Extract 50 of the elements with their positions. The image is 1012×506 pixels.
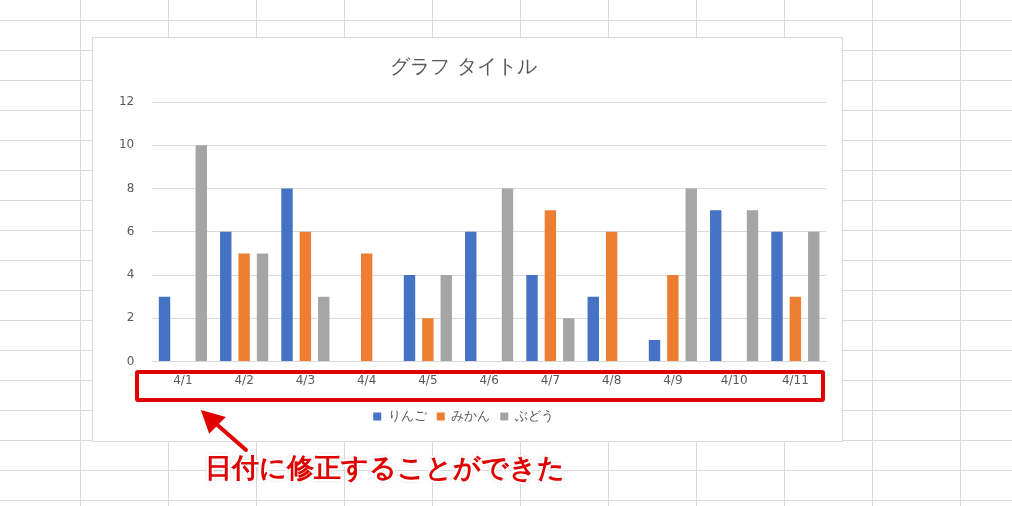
y-tick-label: 2 [126, 310, 135, 325]
legend-label: ぶどう [514, 407, 554, 423]
bar [587, 296, 599, 362]
bar [281, 188, 293, 362]
bar [526, 275, 538, 362]
x-tick-label: 4/2 [234, 372, 254, 387]
bar [158, 296, 171, 362]
bar [808, 231, 820, 362]
x-tick-label: 4/1 [173, 372, 193, 387]
x-tick-label: 4/6 [479, 372, 499, 387]
x-tick-label: 4/11 [781, 372, 809, 387]
legend-label: りんご [387, 407, 428, 423]
bar [195, 145, 207, 362]
bar [710, 210, 722, 362]
x-tick-label: 4/8 [601, 372, 622, 387]
bar [563, 318, 575, 362]
x-tick-label: 4/7 [540, 372, 561, 387]
bar [360, 253, 373, 362]
x-tick-label: 4/3 [295, 372, 316, 387]
bar [318, 296, 330, 362]
bar [685, 188, 697, 362]
x-tick-label: 4/9 [663, 372, 683, 387]
y-tick-label: 6 [126, 223, 135, 238]
bar [605, 231, 618, 362]
bar [440, 275, 452, 362]
x-tick-label: 4/5 [418, 372, 438, 387]
y-tick-label: 8 [126, 180, 135, 195]
bar [648, 339, 661, 362]
y-tick-label: 12 [118, 94, 135, 109]
x-tick-label: 4/10 [720, 372, 748, 387]
bar [501, 188, 514, 362]
y-tick-label: 0 [126, 353, 135, 368]
bar [465, 231, 477, 362]
x-tick-label: 4/4 [356, 372, 377, 387]
bar [403, 275, 416, 362]
bar [299, 231, 312, 362]
y-tick-label: 4 [126, 267, 135, 282]
bar [544, 210, 557, 362]
bar [256, 253, 269, 362]
text: 日付に修正することができた [205, 451, 565, 485]
bar [746, 210, 759, 362]
legend-label: みかん [451, 407, 491, 423]
chart-title: グラフ タイトル [390, 54, 537, 79]
bar [667, 275, 679, 362]
bar [238, 253, 250, 362]
bar [771, 231, 783, 362]
bar [789, 296, 802, 362]
bar [220, 231, 232, 362]
y-tick-label: 10 [118, 137, 135, 152]
bar [422, 318, 434, 362]
